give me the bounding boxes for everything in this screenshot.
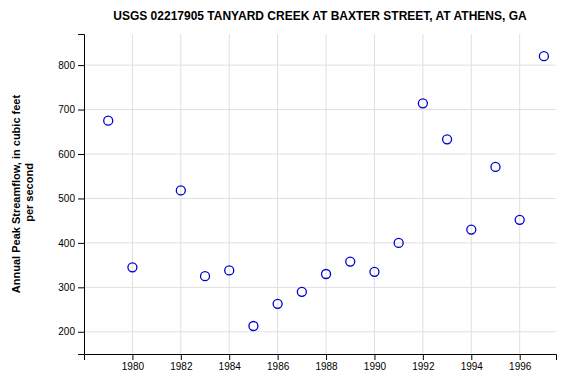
y-axis: 200 300 400 500 600 700 800 [58, 35, 84, 355]
x-tick-mark [471, 354, 472, 360]
x-tick: 1980 [122, 354, 145, 372]
x-axis-line [85, 355, 557, 361]
y-tick-label: 600 [58, 149, 75, 160]
point [539, 52, 548, 61]
x-tick-label: 1986 [267, 361, 290, 372]
grid-line-x [471, 34, 472, 354]
y-tick-mark [78, 332, 84, 333]
grid-line-x [422, 34, 423, 354]
point [273, 299, 282, 308]
point [370, 267, 379, 276]
x-tick: 1988 [315, 354, 338, 372]
y-tick-mark [78, 198, 84, 199]
points [104, 52, 549, 331]
point [467, 225, 476, 234]
y-axis-title-line: Annual Peak Streamflow, in cubic feet [10, 95, 22, 294]
grid-line-y [84, 109, 556, 110]
x-tick-label: 1990 [364, 361, 387, 372]
y-tick: 800 [58, 60, 84, 71]
point [104, 116, 113, 125]
point [418, 99, 427, 108]
x-tick-label: 1988 [315, 361, 338, 372]
point [322, 270, 331, 279]
x-tick-label: 1984 [219, 361, 242, 372]
x-tick-mark [278, 354, 279, 360]
grid-line-x [326, 34, 327, 354]
grid-line-x [229, 34, 230, 354]
point [394, 238, 403, 247]
x-tick-label: 1982 [170, 361, 193, 372]
y-tick-mark [78, 110, 84, 111]
y-tick: 200 [58, 326, 84, 337]
y-axis-title: Annual Peak Streamflow, in cubic feet pe… [10, 95, 35, 294]
x-tick-mark [520, 354, 521, 360]
x-tick: 1984 [219, 354, 242, 372]
y-tick: 400 [58, 238, 84, 249]
grid-line-x [277, 34, 278, 354]
point [249, 322, 258, 331]
point [201, 272, 210, 281]
grid-line-y [84, 331, 556, 332]
y-tick-mark [78, 65, 84, 66]
point [297, 287, 306, 296]
point [515, 215, 524, 224]
x-tick: 1996 [509, 354, 532, 372]
y-tick-label: 300 [58, 282, 75, 293]
x-tick-label: 1996 [509, 361, 532, 372]
grid-line-y [84, 65, 556, 66]
x-tick: 1992 [412, 354, 435, 372]
y-tick-label: 200 [58, 326, 75, 337]
x-tick-mark [423, 354, 424, 360]
y-tick: 500 [58, 193, 84, 204]
x-tick-mark [181, 354, 182, 360]
x-tick-mark [326, 354, 327, 360]
x-tick-label: 1980 [122, 361, 145, 372]
y-tick-mark [78, 154, 84, 155]
y-tick-label: 500 [58, 193, 75, 204]
y-tick: 600 [58, 149, 84, 160]
y-axis-title-line: per second [23, 163, 35, 225]
grid-line-y [84, 242, 556, 243]
y-tick-label: 800 [58, 60, 75, 71]
grid-line-x [519, 34, 520, 354]
x-tick: 1990 [364, 354, 387, 372]
x-tick-label: 1992 [412, 361, 435, 372]
x-tick-mark [229, 354, 230, 360]
x-axis: 1980 1982 1984 1986 1988 1990 1992 1994 1996 [85, 354, 557, 372]
grid [84, 34, 556, 354]
y-tick-label: 700 [58, 104, 75, 115]
grid-line-x [132, 34, 133, 354]
x-tick-mark [132, 354, 133, 360]
x-tick-mark [374, 354, 375, 360]
point [176, 186, 185, 195]
grid-line-x [374, 34, 375, 354]
point [225, 266, 234, 275]
x-tick: 1994 [461, 354, 484, 372]
grid-line-y [84, 198, 556, 199]
grid-line-y [84, 287, 556, 288]
x-tick: 1982 [170, 354, 193, 372]
y-axis-line [78, 35, 85, 355]
point [443, 135, 452, 144]
y-tick-mark [78, 243, 84, 244]
y-tick: 700 [58, 104, 84, 115]
y-tick-label: 400 [58, 238, 75, 249]
x-tick-label: 1994 [461, 361, 484, 372]
point [346, 257, 355, 266]
y-tick-mark [78, 287, 84, 288]
point [128, 263, 137, 272]
x-tick: 1986 [267, 354, 290, 372]
grid-line-y [84, 154, 556, 155]
title: USGS 02217905 TANYARD CREEK AT BAXTER ST… [113, 9, 527, 23]
grid-line-x [180, 34, 181, 354]
chart: 1980 1982 1984 1986 1988 1990 1992 1994 1996 200 3… [0, 0, 576, 384]
point [491, 162, 500, 171]
y-tick: 300 [58, 282, 84, 293]
